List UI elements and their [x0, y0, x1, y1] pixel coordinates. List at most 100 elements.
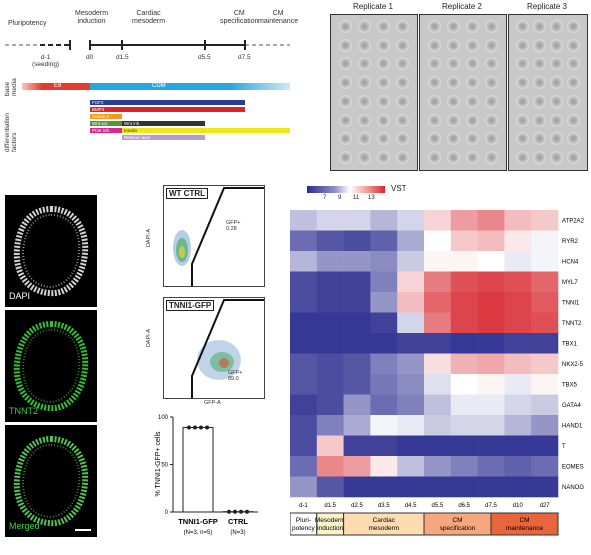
replicates-panel: Replicate 1 Replicate 2 Replicate 3	[328, 0, 588, 172]
heatmap-cell	[477, 333, 505, 354]
heatmap-cell	[290, 312, 318, 334]
timeline-stage-label: Mesoderm induction	[75, 10, 109, 25]
heatmap-day-label: d7.5	[485, 503, 497, 509]
flow-plot-wt	[163, 185, 265, 287]
plate-well	[377, 76, 390, 90]
heatmap-stage-label: Mesoderm	[315, 517, 346, 524]
heatmap-gene-label: T	[562, 444, 566, 450]
heatmap-cell	[343, 210, 371, 231]
heatmap-grid: ATP2A2 RYR2 HCN4 MYL7 TNNI1 TNNT2 TBX1 NKX2-5 TB…	[290, 210, 585, 536]
heatmap-cell	[450, 271, 478, 293]
heatmap-cell	[504, 271, 532, 293]
plate-well	[550, 94, 563, 108]
heatmap-cell	[343, 476, 371, 498]
plate-well	[567, 38, 580, 52]
flow-gate-label-wt: GFP+ 0.28	[226, 220, 241, 232]
plate-well	[485, 132, 498, 146]
heatmap-cell	[477, 456, 505, 477]
heatmap-cell	[504, 435, 532, 457]
plate-well	[485, 150, 498, 164]
heatmap-cell	[424, 333, 452, 354]
heatmap-legend-tick: 9	[338, 195, 342, 201]
plate-well	[485, 113, 498, 127]
heatmap-cell	[343, 435, 371, 457]
heatmap-cell	[450, 312, 478, 334]
heatmap-cell	[290, 456, 318, 477]
heatmap-cell	[397, 271, 425, 293]
heatmap-cell	[290, 476, 318, 498]
plate-well	[358, 76, 371, 90]
heatmap-cell	[531, 271, 559, 293]
timeline-day-label: d1.5	[116, 54, 129, 61]
plate-well	[466, 94, 479, 108]
bar-y-tick-label: 100	[158, 415, 169, 421]
plate-well	[377, 57, 390, 71]
plate-well	[466, 76, 479, 90]
heatmap-cell	[290, 333, 318, 354]
heatmap-cell	[504, 456, 532, 477]
heatmap-cell	[397, 476, 425, 498]
heatmap-cell	[424, 251, 452, 272]
heatmap-cell	[316, 353, 344, 375]
plate-well	[485, 94, 498, 108]
plate-well	[466, 38, 479, 52]
heatmap-cell	[343, 271, 371, 293]
heatmap-legend-tick: 7	[323, 195, 327, 201]
bar-y-label: % TNNI1-GFP+ cells	[155, 431, 162, 497]
plate-well	[428, 20, 441, 33]
heatmap-gene-label: TBX5	[562, 382, 578, 388]
plate-well	[447, 113, 460, 127]
heatmap-gene-label: TNNT2	[562, 321, 582, 327]
heatmap-cell	[397, 456, 425, 477]
flow-yaxis-wt: DAPI-A	[146, 228, 153, 248]
heatmap-cell	[316, 312, 344, 334]
heatmap-cell	[290, 353, 318, 375]
heatmap-cell	[370, 353, 398, 375]
heatmap-cell	[290, 210, 318, 231]
heatmap-cell	[290, 230, 318, 252]
heatmap-cell	[397, 251, 425, 272]
differentiation-factors-label: differentiation factors	[4, 113, 18, 152]
heatmap-cell	[477, 394, 505, 416]
bar-mark	[182, 426, 214, 513]
heatmap-cell	[424, 476, 452, 498]
heatmap-cell	[450, 394, 478, 416]
plate-well	[567, 20, 580, 33]
plate-well	[466, 20, 479, 33]
plate-well	[447, 57, 460, 71]
heatmap-cell	[424, 210, 452, 231]
factor-bar: FGF2	[90, 100, 245, 105]
heatmap-cell	[531, 251, 559, 272]
heatmap-stage-box	[490, 512, 559, 536]
factor-bar: Retinoic acid	[122, 135, 205, 140]
heatmap-cell	[450, 353, 478, 375]
heatmap-gene-label: GATA4	[562, 403, 581, 409]
heatmap-day-label: d10	[513, 503, 524, 509]
plate-well	[466, 57, 479, 71]
plate-well	[516, 150, 529, 164]
heatmap-cell	[343, 353, 371, 375]
heatmap-cell	[424, 456, 452, 477]
heatmap-cell	[424, 230, 452, 252]
bar-point	[187, 425, 191, 430]
heatmap-cell	[477, 251, 505, 272]
heatmap-cell	[316, 271, 344, 293]
heatmap-cell	[477, 230, 505, 252]
plate-well	[447, 150, 460, 164]
micrograph-tnnt2: TNNT2	[5, 310, 97, 422]
plate-well	[567, 132, 580, 146]
heatmap-cell	[450, 415, 478, 436]
plate-well	[533, 76, 546, 90]
plate-well	[516, 94, 529, 108]
plate-well	[466, 150, 479, 164]
heatmap-gene-label: TNNI1	[562, 300, 580, 306]
flow-yaxis-gfp: DAPI-A	[146, 328, 153, 348]
heatmap-gene-label: HCN4	[562, 259, 579, 265]
timeline-day-label: d-1 (seeding)	[32, 54, 60, 68]
heatmap-stage-label: CM	[452, 517, 462, 524]
plate-well	[428, 132, 441, 146]
heatmap-cell	[343, 251, 371, 272]
heatmap-stage-label: mesoderm	[368, 525, 399, 532]
heatmap-cell	[316, 374, 344, 395]
heatmap-cell	[316, 251, 344, 272]
